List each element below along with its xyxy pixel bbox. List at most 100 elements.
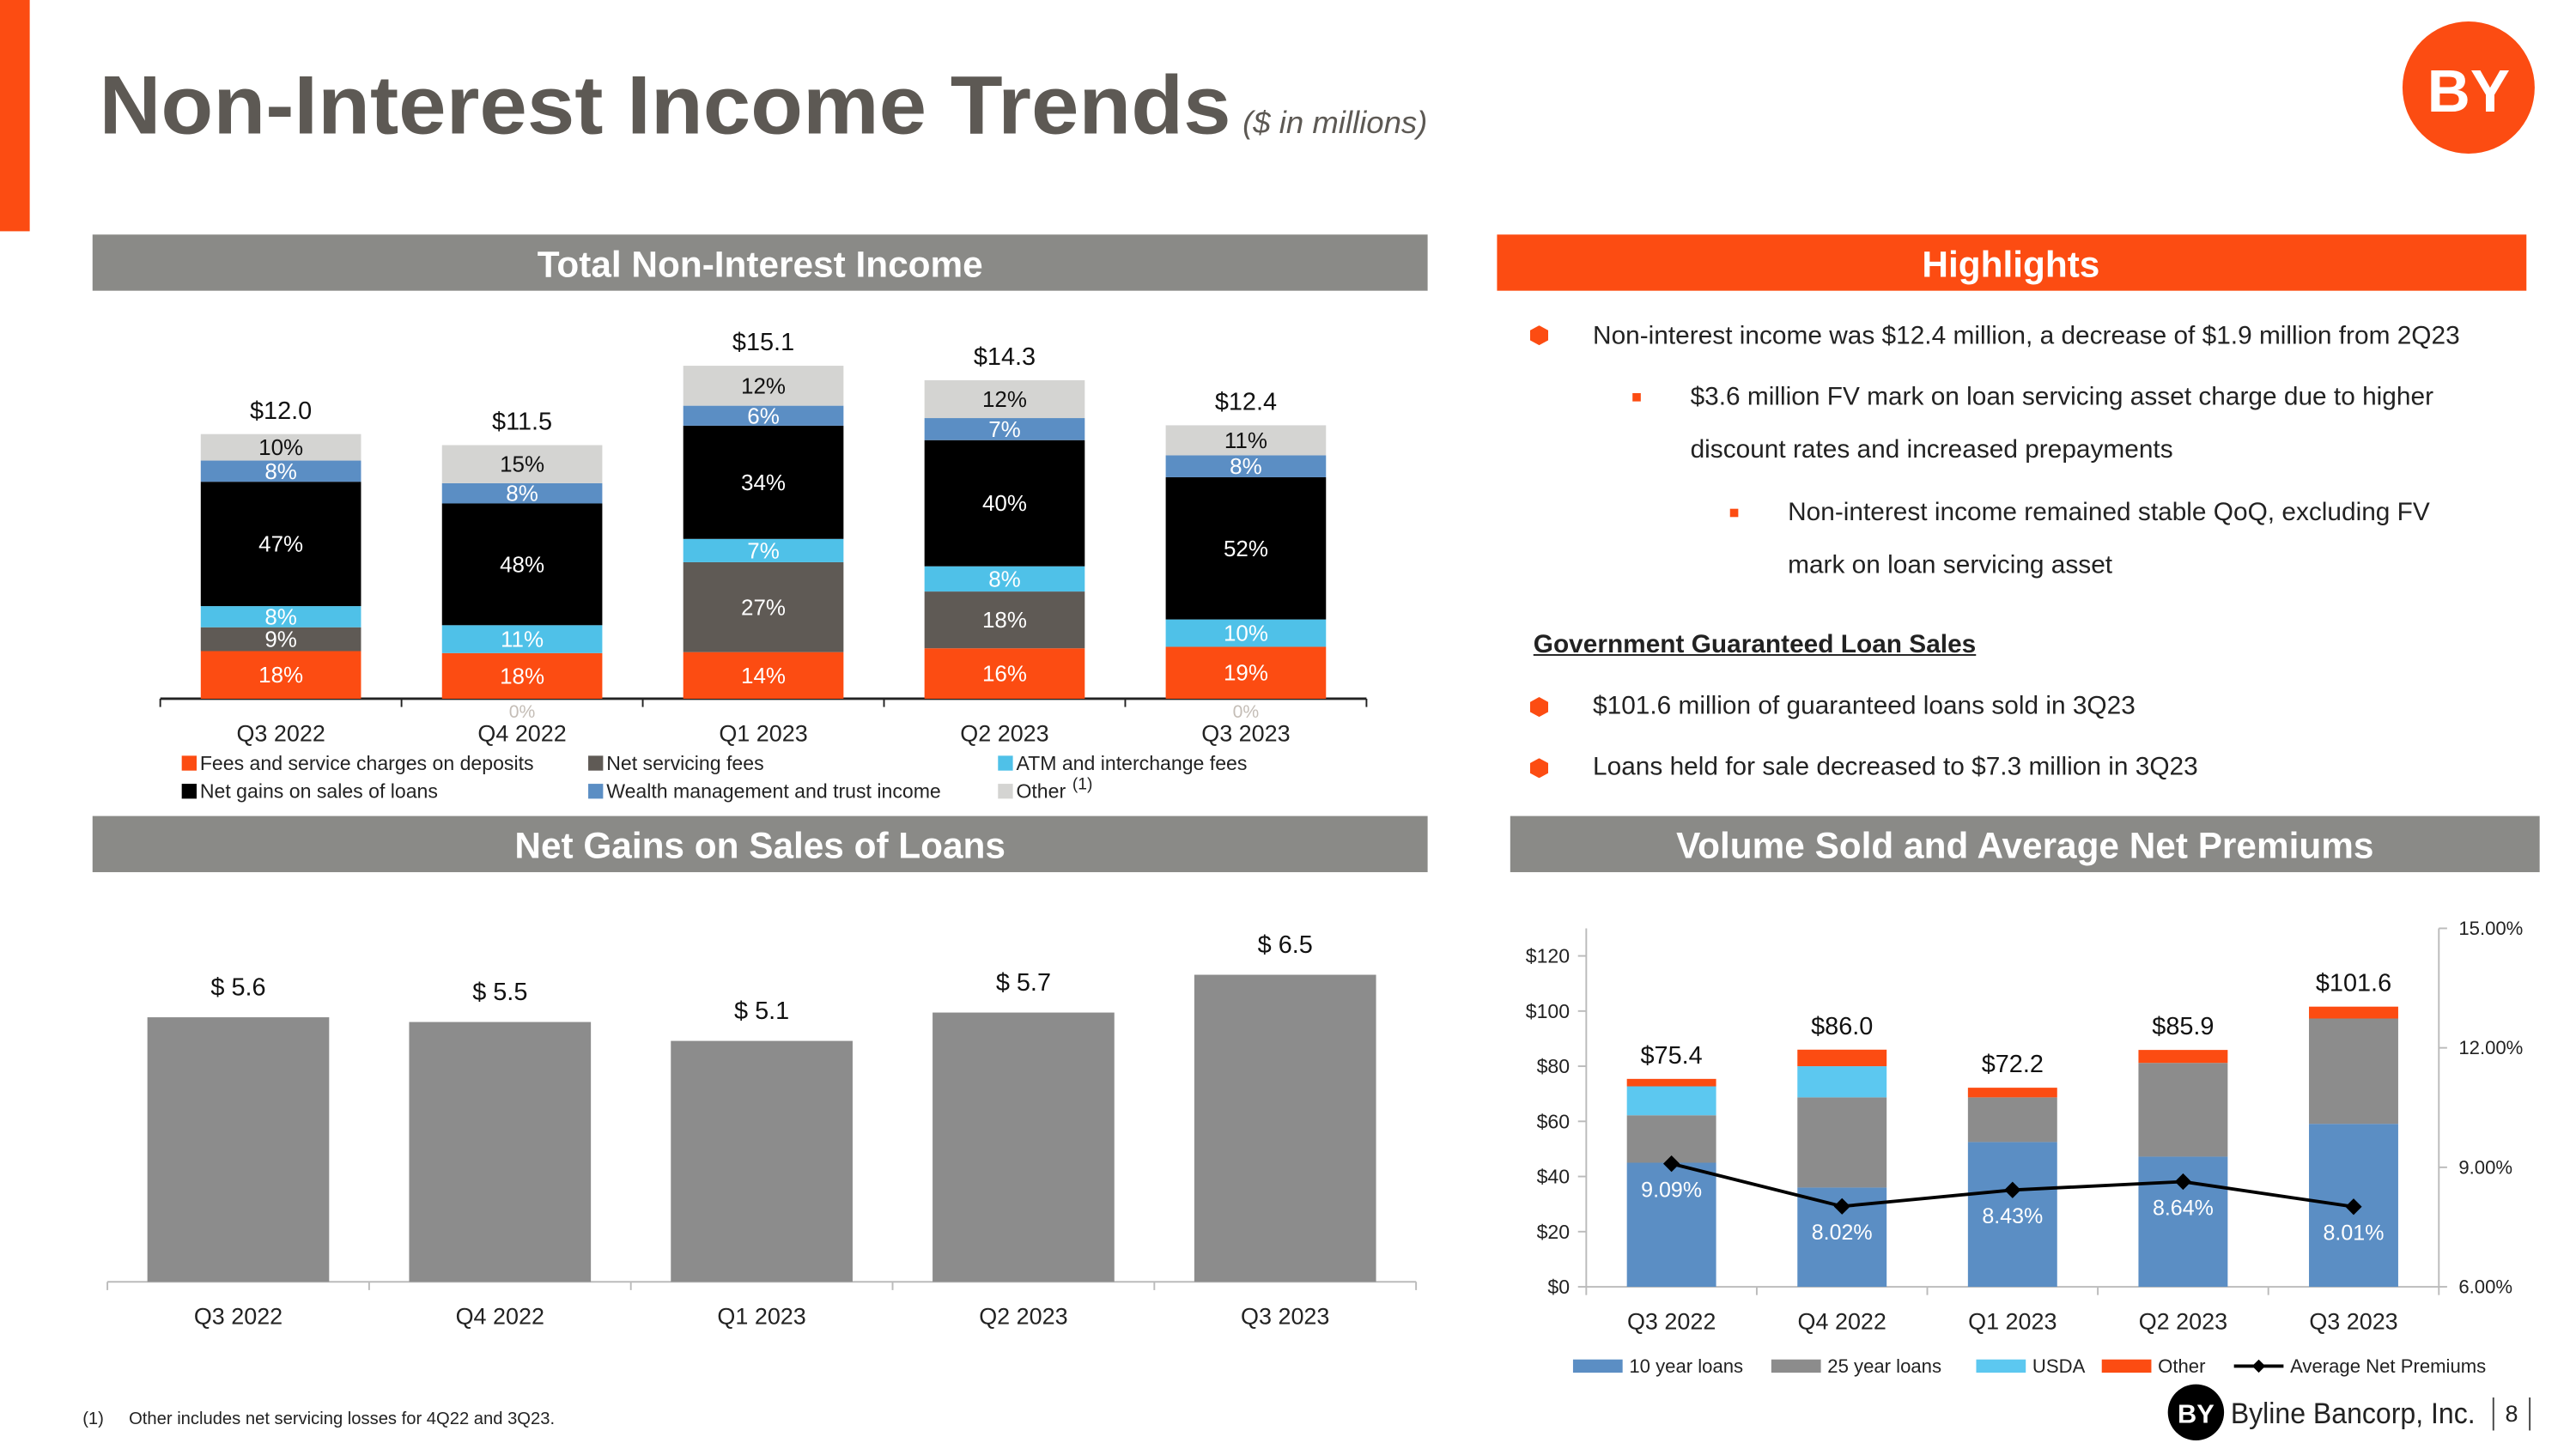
logo-circle (2402, 21, 2535, 154)
x-tick-label: Q1 2023 (719, 720, 807, 746)
y2-tick-label: 6.00% (2458, 1276, 2512, 1298)
bar-segment (2138, 1063, 2228, 1157)
x-tick-label: Q1 2023 (1968, 1308, 2057, 1334)
bar-segment (1626, 1078, 1716, 1087)
data-label: $ 6.5 (1258, 931, 1313, 959)
data-label: 0% (509, 702, 536, 722)
bar-segment (1165, 476, 1327, 620)
legend-label: Average Net Premiums (2290, 1355, 2486, 1377)
bar-segment (441, 482, 603, 504)
data-label: 8% (264, 603, 297, 629)
data-label: 12% (741, 373, 786, 398)
data-label: 8.02% (1812, 1221, 1873, 1245)
x-tick-label: Q4 2022 (1798, 1308, 1886, 1334)
bar (147, 1017, 330, 1282)
bar-segment (441, 625, 603, 653)
page-number: 8 (2505, 1401, 2518, 1427)
bullet (1529, 697, 1549, 718)
loan-sales-point: $101.6 million of guaranteed loans sold … (1593, 692, 2136, 720)
bar-segment (1967, 1097, 2057, 1143)
data-label: 10% (1224, 621, 1268, 646)
x-tick-label: Q2 2023 (979, 1304, 1067, 1330)
data-label: 8.64% (2153, 1196, 2214, 1220)
total-label: $12.4 (1215, 388, 1277, 415)
y-tick-label: $40 (1537, 1166, 1571, 1188)
total-label: $101.6 (2316, 970, 2391, 997)
data-label: 7% (747, 537, 780, 563)
x-tick-label: Q2 2023 (2139, 1308, 2227, 1334)
highlight-point: Non-interest income was $12.4 million, a… (1593, 322, 2460, 350)
line-marker (2174, 1173, 2192, 1191)
footer-logo-text: BY (2178, 1399, 2215, 1429)
bar-segment (1165, 646, 1327, 699)
bar-segment (200, 460, 361, 482)
legend-swatch (181, 755, 197, 771)
data-label: $ 5.6 (210, 973, 265, 1001)
y-tick-label: $20 (1537, 1221, 1571, 1243)
legend-swatch (998, 784, 1013, 799)
legend-label: Net gains on sales of loans (200, 780, 438, 803)
slide-title: Non-Interest Income Trends (99, 60, 1230, 152)
legend-swatch (1572, 1359, 1623, 1373)
bar-segment (1165, 619, 1327, 647)
line-marker (2004, 1181, 2021, 1198)
data-label: 9.09% (1641, 1178, 1702, 1202)
bar-segment (1165, 425, 1327, 456)
bar-segment (924, 440, 1085, 567)
data-label: 7% (988, 416, 1021, 442)
data-label: 40% (982, 490, 1027, 516)
bar-segment (1165, 455, 1327, 477)
bar-segment (2138, 1050, 2228, 1064)
x-tick-label: Q3 2023 (2309, 1308, 2397, 1334)
footnote-marker: (1) (82, 1410, 104, 1428)
bar-segment (1967, 1088, 2057, 1098)
bar-segment (924, 418, 1085, 440)
legend-label: Other (2158, 1355, 2205, 1377)
loan-sales-point: Loans held for sale decreased to $7.3 mi… (1593, 753, 2198, 782)
bar (671, 1040, 853, 1282)
bar-segment (1626, 1162, 1716, 1288)
y2-tick-label: 9.00% (2458, 1156, 2512, 1178)
bar-segment (683, 561, 844, 652)
highlights-title: Highlights (1922, 244, 2099, 284)
y-tick-label: $120 (1526, 945, 1570, 967)
x-tick-label: Q3 2023 (1241, 1304, 1329, 1330)
x-tick-label: Q3 2022 (194, 1304, 283, 1330)
legend-swatch (2101, 1359, 2152, 1373)
legend-swatch (998, 755, 1013, 771)
y-tick-label: $0 (1547, 1276, 1570, 1298)
bar-segment (1797, 1097, 1887, 1188)
footnote-text: Other includes net servicing losses for … (129, 1410, 555, 1428)
sub-bullet (1729, 508, 1739, 518)
data-label: 48% (500, 551, 544, 577)
legend-marker (2251, 1359, 2266, 1373)
x-tick-label: Q1 2023 (717, 1304, 805, 1330)
footer-company: Byline Bancorp, Inc. (2231, 1397, 2476, 1430)
line-marker (1833, 1197, 1850, 1215)
legend-swatch (588, 755, 604, 771)
bar-segment (1797, 1049, 1887, 1067)
data-label: 18% (258, 662, 303, 688)
chart-title: Volume Sold and Average Net Premiums (1676, 826, 2373, 866)
bar-segment (200, 433, 361, 461)
legend-swatch (588, 784, 604, 799)
footer-logo-circle (2167, 1384, 2225, 1440)
total-label: $75.4 (1641, 1042, 1703, 1070)
section-header (92, 234, 1428, 291)
slide-subtitle: ($ in millions) (1242, 105, 1427, 140)
legend-swatch (1976, 1359, 2026, 1373)
bar-segment (200, 606, 361, 627)
data-label: 52% (1224, 536, 1268, 561)
bar-segment (2309, 1018, 2398, 1125)
data-label: 12% (982, 386, 1027, 412)
data-label: 15% (500, 452, 544, 477)
legend-label: Net servicing fees (606, 752, 763, 774)
bar-segment (441, 445, 603, 483)
y2-tick-label: 12.00% (2458, 1037, 2523, 1058)
bar (1194, 974, 1376, 1282)
bar-segment (1967, 1142, 2057, 1288)
chart-title: Net Gains on Sales of Loans (514, 826, 1005, 866)
legend-label: 10 year loans (1629, 1355, 1743, 1377)
